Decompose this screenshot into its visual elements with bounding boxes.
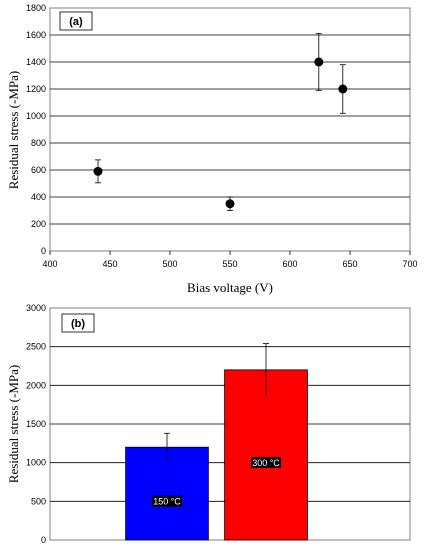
- panel-a-point-4: [338, 64, 348, 114]
- panel-b-y-tick-label: 0: [41, 535, 46, 545]
- panel-a-marker: [93, 166, 103, 176]
- panel-b-y-tick-label: 2500: [26, 342, 46, 352]
- panel-a-x-tick-label: 700: [402, 259, 417, 269]
- panel-a-marker: [225, 199, 235, 209]
- panel-a-plot-area: [49, 7, 411, 252]
- panel-a-point-2: [225, 196, 235, 211]
- panel-a-y-tick-label: 200: [31, 219, 46, 229]
- panel-b-y-tick-label: 1000: [26, 458, 46, 468]
- panel-a-label-box: [59, 11, 93, 31]
- panel-a-x-axis-label: Bias voltage (V): [187, 280, 273, 295]
- panel-a-point-1: [93, 159, 103, 184]
- panel-a-x-tick-label: 500: [162, 259, 177, 269]
- panel-a-y-tick-label: 1600: [26, 30, 46, 40]
- panel-a-marker: [338, 84, 348, 94]
- panel-a-y-tick-label: 600: [31, 165, 46, 175]
- panel-b-bar-label: 300 °C: [252, 458, 280, 468]
- panel-b-bar-group-1: 150 °C: [125, 432, 209, 541]
- panel-a-y-tick-label: 0: [41, 246, 46, 256]
- panel-a-x-tick-label: 450: [102, 259, 117, 269]
- panel-a-y-tick-label: 400: [31, 192, 46, 202]
- panel-b: 0 500 1000 1500 2000 2500 3000 150 °C 300 °C (b…: [6, 303, 411, 545]
- panel-a-x-tick-label: 400: [42, 259, 57, 269]
- panel-b-label-box: [61, 313, 95, 333]
- panel-b-bar-group-2: 300 °C: [224, 343, 308, 541]
- panel-a-y-axis-label: Residual stress (-MPa): [6, 71, 21, 189]
- panel-a-marker: [314, 57, 324, 67]
- panel-a-y-tick-label: 800: [31, 138, 46, 148]
- panel-b-y-tick-label: 3000: [26, 303, 46, 313]
- panel-b-y-tick-label: 500: [31, 496, 46, 506]
- panel-b-label: (b): [71, 318, 85, 330]
- panel-a-gridlines: [50, 34, 410, 225]
- panel-b-bar-label: 150 °C: [153, 497, 181, 507]
- panel-b-y-tick-label: 2000: [26, 380, 46, 390]
- panel-a-y-tick-label: 1800: [26, 3, 46, 13]
- panel-a-y-tick-label: 1000: [26, 111, 46, 121]
- panel-a-data-points: [93, 33, 348, 211]
- panel-b-bar: [125, 446, 209, 541]
- panel-a-x-tick-label: 550: [222, 259, 237, 269]
- panel-a-x-tick-label: 600: [282, 259, 297, 269]
- panel-a-label: (a): [69, 16, 83, 28]
- panel-b-bar: [224, 369, 308, 541]
- panel-a-point-3: [314, 33, 324, 91]
- panel-a-y-ticks: 0 200 400 600 800 1000 1200 1400 1600 1800: [26, 3, 46, 256]
- panel-a: 0 200 400 600 800 1000 1200 1400 1600 1800 400 450…: [6, 3, 418, 295]
- panel-b-bar-label-box: [251, 456, 281, 468]
- panel-b-bar-label-box: [152, 495, 182, 507]
- panel-b-bars: 150 °C 300 °C: [125, 343, 308, 541]
- panel-b-y-ticks: 0 500 1000 1500 2000 2500 3000: [26, 303, 46, 545]
- panel-a-x-tick-label: 650: [342, 259, 357, 269]
- panel-a-x-ticks: 400 450 500 550 600 650 700: [42, 251, 418, 269]
- panel-a-y-tick-label: 1200: [26, 84, 46, 94]
- panel-a-y-tick-label: 1400: [26, 57, 46, 67]
- panel-b-y-tick-label: 1500: [26, 419, 46, 429]
- panel-b-y-axis-label: Residual stress (-MPa): [6, 365, 21, 483]
